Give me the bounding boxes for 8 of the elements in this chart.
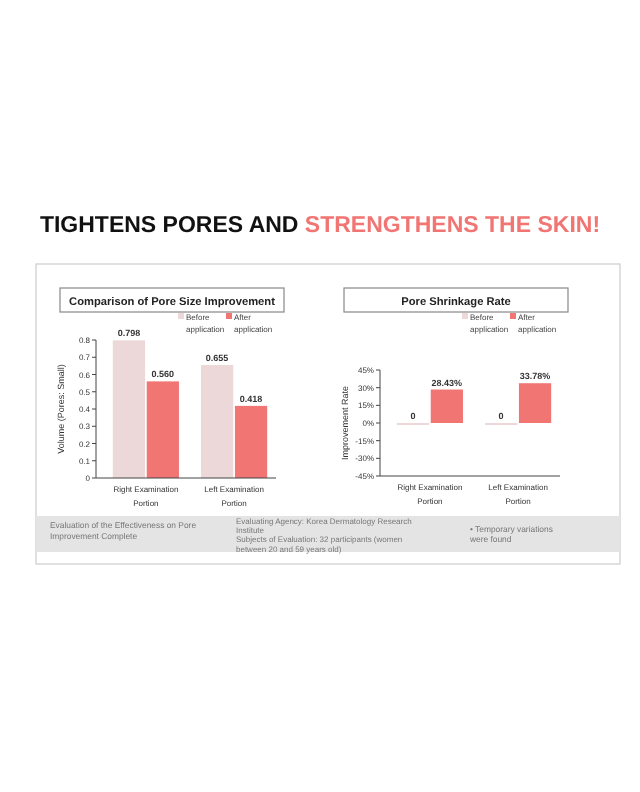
bar (430, 389, 463, 423)
bar (146, 381, 179, 478)
text: STRENGTHENS THE SKIN! (298, 214, 601, 238)
bar (112, 340, 146, 478)
bar (518, 383, 552, 423)
bar (234, 405, 268, 478)
bar (201, 365, 234, 478)
text: TIGHTENS PORES AND (39, 214, 299, 238)
